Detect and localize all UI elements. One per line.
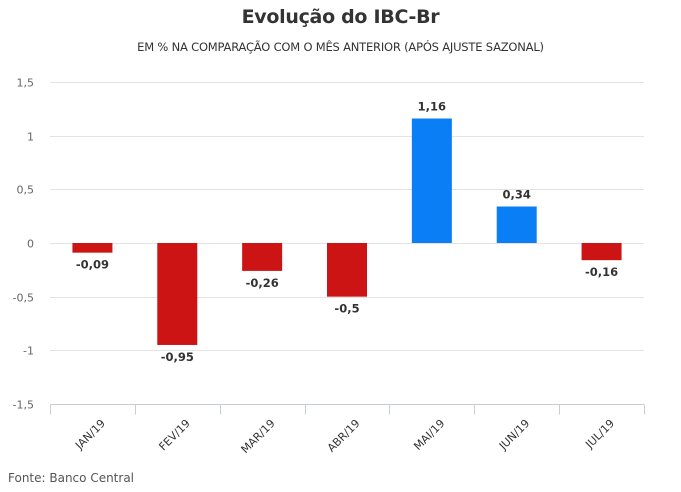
x-tick-label: JUN/19 <box>496 417 532 453</box>
source-note: Fonte: Banco Central <box>8 471 135 485</box>
y-tick-label: -1,5 <box>13 399 34 412</box>
chart-subtitle: EM % NA COMPARAÇÃO COM O MÊS ANTERIOR (A… <box>137 40 544 54</box>
y-tick-label: -1 <box>23 345 34 358</box>
data-label: -0,26 <box>246 276 279 290</box>
y-axis: 1,5 1 0,5 0 -0,5 -1 -1,5 <box>13 77 34 412</box>
data-label: -0,95 <box>161 350 194 364</box>
data-label: -0,09 <box>76 258 109 272</box>
bars <box>72 118 622 345</box>
y-tick-label: 1,5 <box>17 77 35 90</box>
x-tick-label: JUL/19 <box>582 417 617 452</box>
bar <box>72 243 113 253</box>
bar <box>581 243 622 261</box>
x-tick-label: JAN/19 <box>72 417 108 453</box>
x-tick-label: ABR/19 <box>325 417 363 455</box>
gridlines <box>50 82 644 351</box>
y-tick-label: -0,5 <box>13 292 34 305</box>
y-tick-label: 0 <box>27 238 34 251</box>
data-label: 1,16 <box>418 99 446 113</box>
x-axis: JAN/19 FEV/19 MAR/19 ABR/19 MAI/19 JUN/19 JUL/… <box>50 404 645 456</box>
y-tick-label: 0,5 <box>17 184 35 197</box>
data-label: 0,34 <box>503 188 531 202</box>
y-tick-label: 1 <box>27 131 34 144</box>
data-labels: -0,09 -0,95 -0,26 -0,5 1,16 0,34 -0,16 <box>76 99 618 363</box>
bar <box>242 243 283 271</box>
bar <box>327 243 367 297</box>
bar <box>496 206 537 243</box>
data-label: -0,5 <box>334 302 359 316</box>
bar <box>157 243 198 345</box>
bar <box>411 118 452 243</box>
x-tick-label: MAI/19 <box>411 417 447 453</box>
x-tick-label: MAR/19 <box>239 417 278 456</box>
chart-title: Evolução do IBC-Br <box>241 6 440 28</box>
data-label: -0,16 <box>585 265 618 279</box>
x-tick-label: FEV/19 <box>156 417 192 453</box>
